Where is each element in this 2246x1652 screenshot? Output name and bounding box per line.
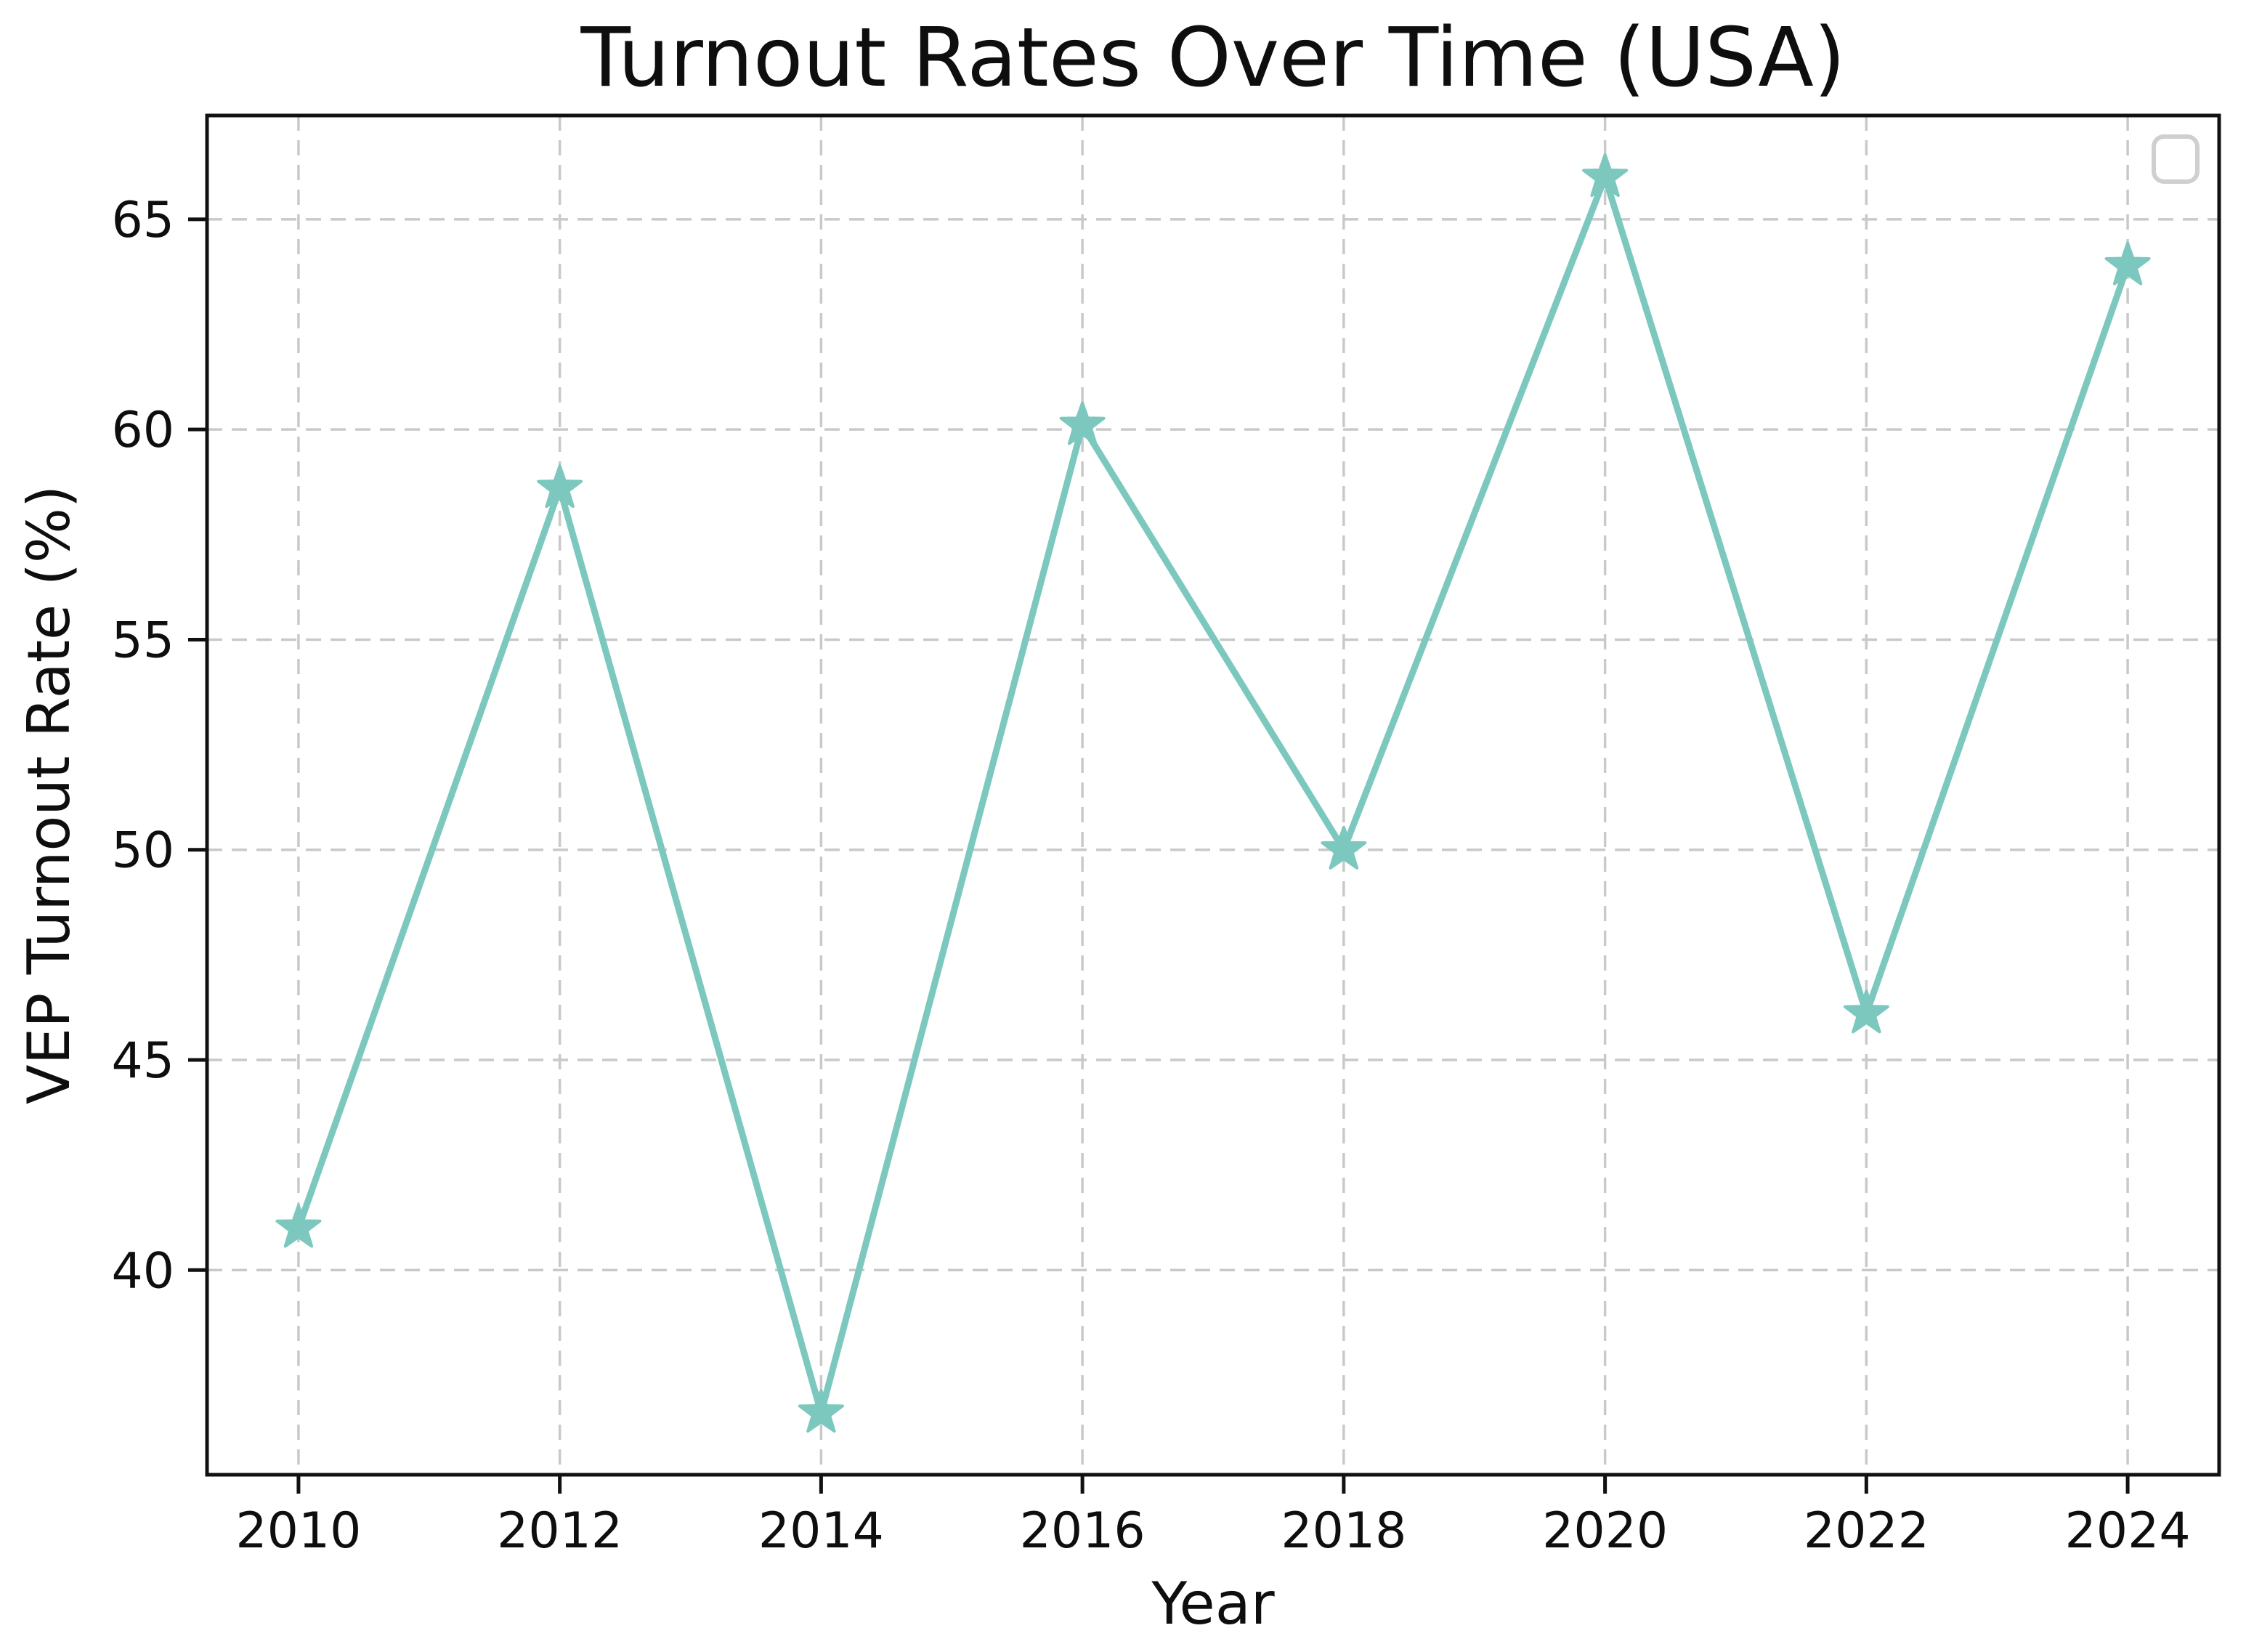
data-point-marker bbox=[537, 464, 583, 509]
y-tick-label: 65 bbox=[111, 192, 174, 249]
y-tick-label: 50 bbox=[111, 822, 174, 880]
data-point-marker bbox=[1059, 401, 1106, 445]
x-tick-label: 2010 bbox=[235, 1502, 361, 1560]
x-tick-label: 2012 bbox=[497, 1502, 623, 1560]
x-tick-label: 2018 bbox=[1281, 1502, 1406, 1560]
grid-layer bbox=[207, 116, 2219, 1475]
legend-box bbox=[2152, 134, 2200, 184]
y-tick-layer: 40 45 50 55 60 65 bbox=[111, 192, 207, 1300]
data-point-marker bbox=[1582, 153, 1629, 198]
series-line bbox=[295, 167, 2131, 1426]
y-tick-label: 55 bbox=[111, 612, 174, 669]
x-tick-label: 2022 bbox=[1804, 1502, 1929, 1560]
series-layer bbox=[275, 153, 2151, 1433]
data-point-marker bbox=[1843, 989, 1889, 1034]
y-tick-label: 45 bbox=[111, 1032, 174, 1090]
data-point-marker bbox=[1321, 825, 1367, 870]
plot-area bbox=[207, 116, 2219, 1475]
chart-title: Turnout Rates Over Time (USA) bbox=[580, 11, 1845, 105]
y-axis-label: VEP Turnout Rate (%) bbox=[15, 485, 83, 1104]
y-tick-label: 40 bbox=[111, 1242, 174, 1300]
y-tick-label: 60 bbox=[111, 402, 174, 459]
x-tick-label: 2020 bbox=[1542, 1502, 1668, 1560]
x-tick-layer: 2010 2012 2014 2016 2018 2020 2022 2024 bbox=[235, 1475, 2191, 1560]
data-point-marker bbox=[2104, 241, 2151, 286]
x-tick-label: 2024 bbox=[2065, 1502, 2191, 1560]
plot-border bbox=[205, 113, 2221, 1477]
x-axis-label: Year bbox=[1151, 1570, 1274, 1637]
data-point-marker bbox=[798, 1389, 844, 1433]
x-tick-label: 2016 bbox=[1020, 1502, 1146, 1560]
x-tick-label: 2014 bbox=[758, 1502, 884, 1560]
data-point-marker bbox=[275, 1204, 322, 1248]
